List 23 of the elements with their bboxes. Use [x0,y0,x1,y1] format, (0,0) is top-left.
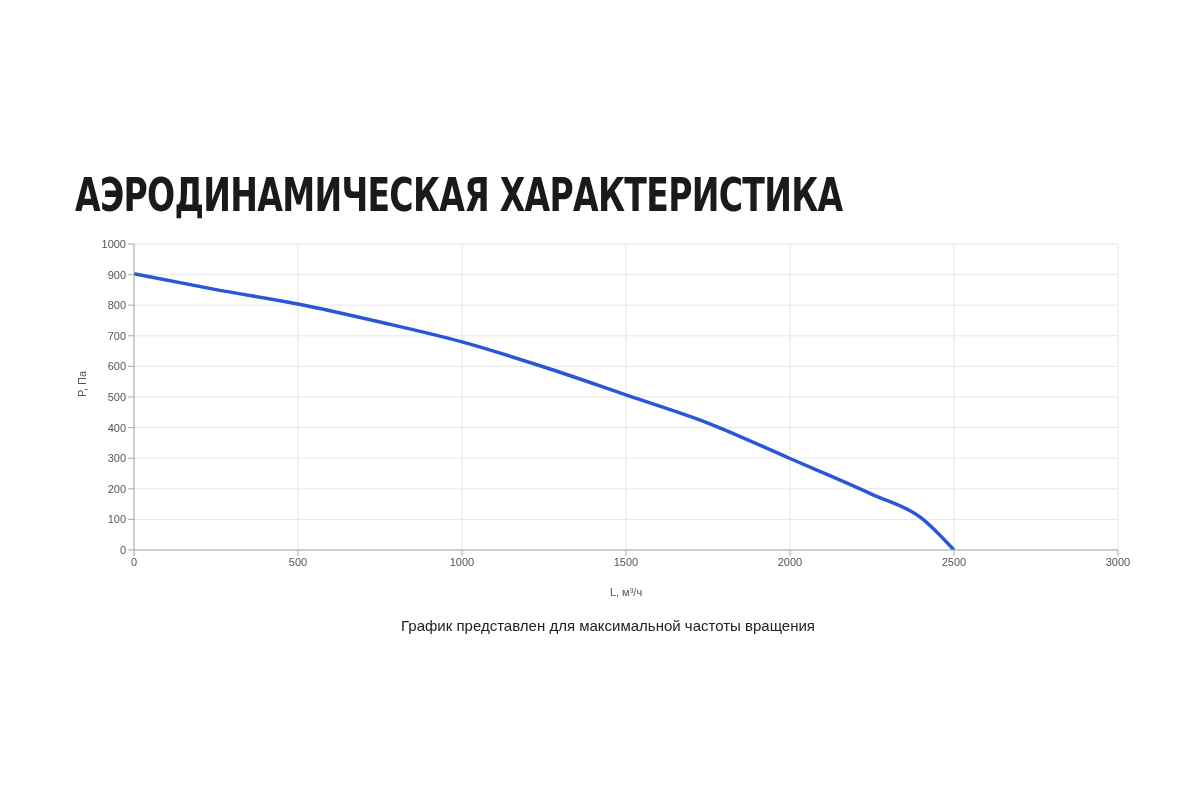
x-tick-label: 500 [288,555,308,568]
x-tick-label: 2500 [941,555,967,568]
y-tick-label: 500 [107,390,126,403]
x-tick-label: 3000 [1105,555,1131,568]
text: График представлен для максимальной частоты вращения [400,617,816,634]
y-tick-label: 400 [107,421,126,434]
chart-title: АЭРОДИНАМИЧЕСКАЯ ХАРАКТЕРИСТИКА [75,168,843,222]
line-series [134,271,956,550]
x-axis-title: L, м³/ч [609,586,643,598]
y-tick-label: 1000 [101,237,126,250]
y-tick-label: 700 [107,329,126,342]
y-axis-title: P, Па [75,370,88,397]
y-tick-label: 0 [119,543,126,556]
y-tick-label: 200 [107,482,126,495]
x-tick-label: 1500 [613,555,639,568]
y-tick-label: 900 [107,268,126,281]
x-tick-label: 2000 [777,555,803,568]
y-tick-label: 100 [107,513,126,526]
y-tick-label: 600 [107,360,126,373]
x-tick-label: 1000 [449,555,475,568]
y-tick-label: 300 [107,452,126,465]
x-tick-label: 0 [130,555,138,568]
y-tick-label: 800 [107,299,126,312]
